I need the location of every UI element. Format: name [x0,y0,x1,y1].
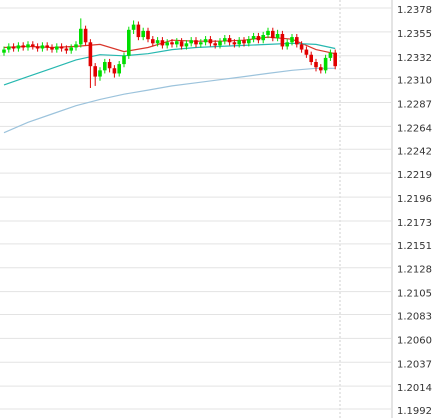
candle-body [155,40,160,44]
candle-body [98,70,102,77]
candle-body [285,42,289,47]
candle-body [266,30,270,36]
candle-body [314,62,318,68]
candle-body [2,49,6,53]
y-tick-label: 1.2332 [397,53,432,64]
candle-body [141,30,145,38]
candle-body [83,28,88,43]
candle-body [11,46,16,49]
y-tick-label: 1.1992 [397,406,432,417]
candle-body [74,44,78,48]
candle-body [79,28,83,45]
candle-body [213,43,217,46]
candle-body [299,44,304,50]
candle-body [146,30,150,40]
candle-body [50,47,54,50]
candle-body [64,48,69,51]
y-tick-label: 1.2242 [397,146,432,157]
candle-body [40,45,45,49]
candle-body [242,40,246,44]
y-tick-label: 1.2014 [397,383,432,394]
candle-body [107,62,112,69]
candle-body [117,64,121,74]
y-tick-label: 1.2128 [397,265,432,276]
candle-body [309,54,313,63]
candle-body [122,55,126,65]
grid [0,7,392,410]
candle-body [227,38,232,43]
candle-body [151,39,155,44]
moving-average-line [3,67,336,134]
y-tick-label: 1.2378 [397,5,432,16]
candle-body [223,38,227,42]
candle-body [31,44,35,47]
candle-body [35,46,40,49]
y-tick-label: 1.2151 [397,241,432,252]
candle-body [323,57,328,71]
candle-body [199,42,203,45]
candle-body [55,46,59,50]
candle-body [333,52,337,67]
y-axis-labels: 1.2378 1.2355 1.2332 1.2310 1.2287 1.2264 1.22… [397,5,432,417]
candle-body [271,30,275,39]
candle-body [194,40,198,45]
candle-body [290,37,294,43]
candle-body [112,68,117,74]
y-tick-label: 1.2310 [397,76,432,87]
candle-body [165,42,169,46]
candle-body [251,36,256,40]
candle-body [103,62,107,71]
y-tick-label: 1.2355 [397,29,432,40]
candle-body [131,24,136,30]
candle-body [218,41,222,46]
y-tick-label: 1.2060 [397,335,432,346]
candle-body [45,45,49,48]
y-tick-label: 1.2219 [397,170,432,181]
y-tick-label: 1.2105 [397,289,432,300]
candle-body [295,37,299,45]
candle-body [179,41,184,47]
candle-body [232,42,237,45]
candle-body [160,40,165,46]
candle-body [328,52,333,58]
candle-body [184,43,189,47]
candle-body [319,67,323,71]
candles [2,18,337,88]
candle-body [203,39,208,43]
candle-body [170,42,174,45]
y-tick-label: 1.2264 [397,123,432,134]
candle-body [59,46,64,49]
candle-body [26,44,30,48]
candle-body [7,46,11,50]
candle-body [304,49,309,55]
y-tick-label: 1.2173 [397,218,432,229]
y-tick-label: 1.2037 [397,359,432,370]
candle-body [237,40,241,45]
candle-body [69,47,73,51]
candle-body [261,35,265,41]
y-tick-label: 1.2196 [397,194,432,205]
candle-body [247,39,251,44]
candle-body [256,36,261,41]
candle-body [93,66,97,77]
candle-body [280,33,285,47]
candle-body [136,24,141,38]
y-tick-label: 1.2287 [397,100,432,111]
candle-body [127,29,131,56]
candle-body [275,33,280,39]
candle-body [175,41,179,45]
candle-body [208,39,213,44]
candle-body [21,45,25,48]
candle-body [189,40,193,44]
candle-body [16,45,21,49]
candle-body [88,42,93,67]
y-tick-label: 1.2083 [397,311,432,322]
